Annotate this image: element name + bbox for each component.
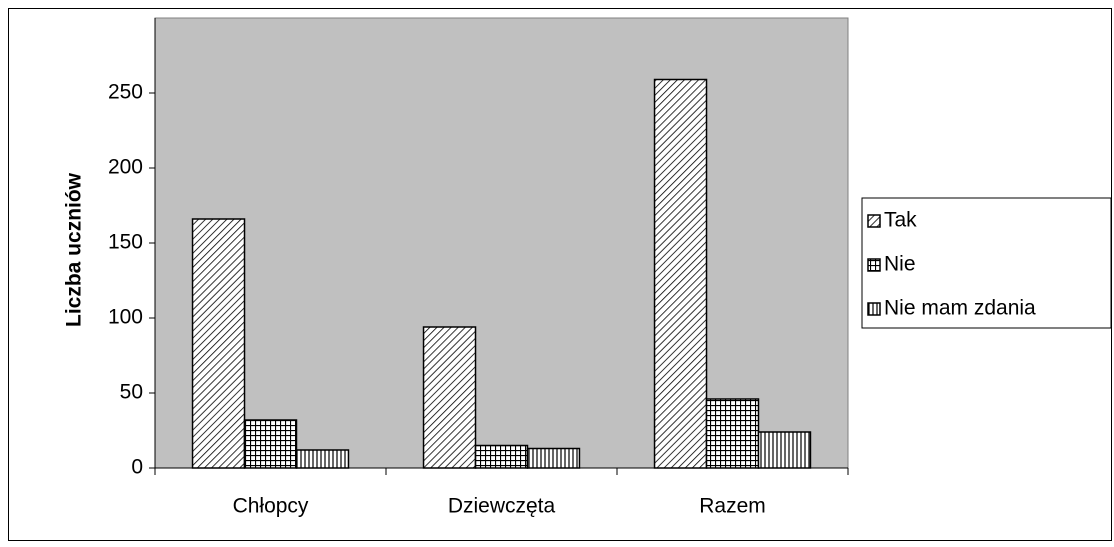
bar (526, 447, 581, 469)
legend-label: Nie mam zdania (884, 297, 1036, 320)
legend-label: Nie (884, 253, 916, 276)
x-tick-label: Dziewczęta (448, 495, 556, 518)
legend-label: Tak (884, 209, 917, 232)
y-tick-label: 0 (131, 456, 143, 479)
x-tick-label: Razem (699, 495, 766, 518)
bar (422, 326, 477, 469)
bar (705, 398, 760, 469)
plot-area (154, 17, 849, 469)
y-tick-label: 100 (108, 306, 143, 329)
y-tick-label: 150 (108, 231, 143, 254)
legend-swatch (867, 302, 881, 316)
y-tick-label: 200 (108, 156, 143, 179)
bar (653, 78, 708, 469)
x-tick-label: Chłopcy (233, 495, 309, 518)
bar (243, 419, 298, 469)
bar (191, 218, 246, 469)
legend-swatch (867, 214, 881, 228)
y-tick-label: 250 (108, 81, 143, 104)
legend-box (861, 197, 1112, 329)
y-axis-label: Liczba uczniów (63, 172, 86, 327)
legend-swatch (867, 258, 881, 272)
bar (757, 431, 812, 469)
bar (474, 444, 529, 469)
bar (295, 449, 350, 469)
y-tick-label: 50 (120, 381, 143, 404)
